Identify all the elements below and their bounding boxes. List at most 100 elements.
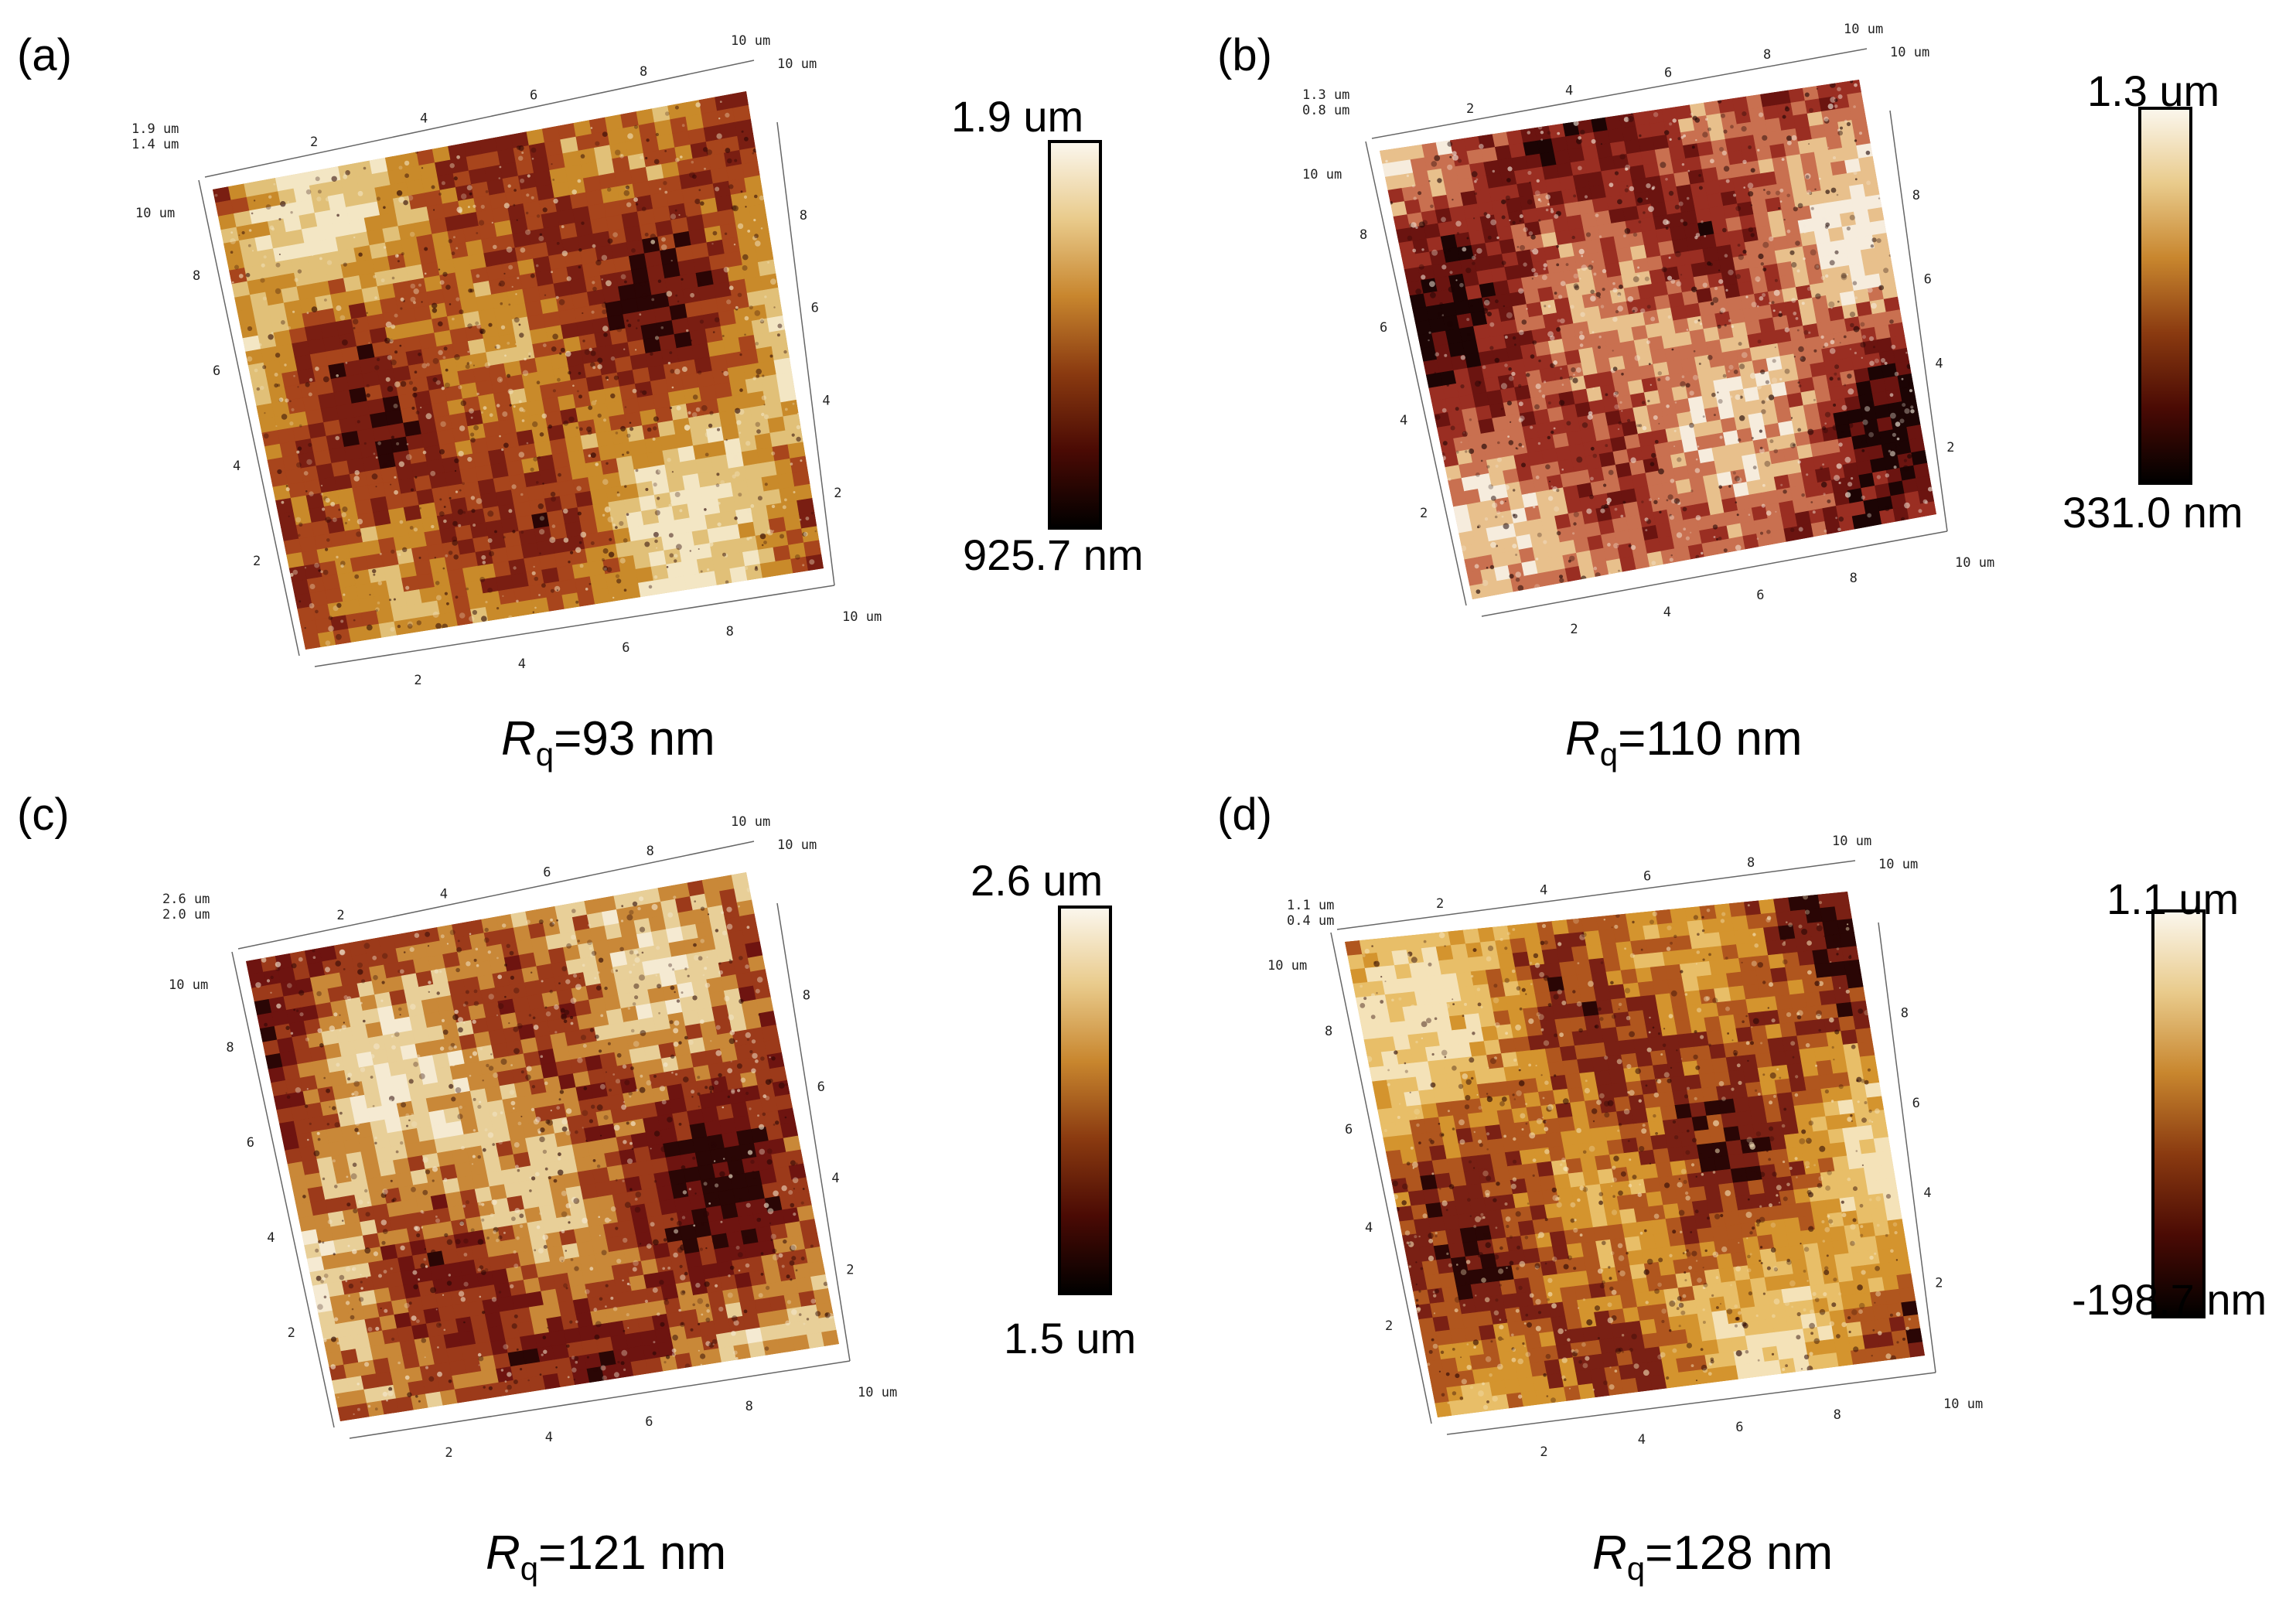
left-y-tick: 8 [193,268,200,284]
right-y-unit: 10 um [1878,857,1918,872]
left-y-tick: 2 [253,554,261,569]
back-x-tick: 8 [1747,855,1755,871]
colorbar-max-label: 1.3 um [2087,67,2220,115]
right-y-tick: 8 [800,208,807,223]
colorbar-min-label: -198.7 nm [2072,1275,2267,1324]
left-y-tick: 4 [1365,1220,1373,1236]
back-x-tick: 2 [1436,896,1444,912]
front-x-tick: 2 [445,1445,452,1461]
axis-ticks: 2 2 2 2 4 4 4 4 6 6 6 6 8 8 8 8 10 um 10 um 10 um 10 um 2.6 … [162,814,897,1461]
z-mid-label: 2.0 um [162,907,210,923]
panel-label: (d) [1217,790,1272,840]
surface-texture [246,872,839,1421]
colorbar-min-label: 925.7 nm [963,530,1144,579]
z-mid-label: 0.4 um [1287,913,1334,929]
left-y-tick: 8 [226,1040,234,1056]
surface-texture [1380,80,1936,599]
axis-frame [1330,860,1936,1435]
back-x-unit: 10 um [1832,834,1871,849]
afm-3d-surface: 2 2 2 2 4 4 4 4 6 6 6 6 8 8 8 8 10 um 10 um 10 um 10 um 1.9 … [131,33,1102,688]
z-mid-label: 1.4 um [131,137,179,152]
front-x-tick: 8 [1834,1407,1841,1423]
panel-d: (d) 2 2 2 2 4 4 4 4 6 6 6 6 8 8 8 8 10 um 10 um 10 um 10 um… [1148,790,2295,1620]
left-y-tick: 8 [1360,227,1367,243]
back-x-tick: 8 [640,64,647,80]
right-y-tick: 8 [1901,1005,1909,1021]
panel-label: (a) [17,30,72,80]
rq-value: Rq=121 nm [486,1526,727,1587]
colorbar-min-label: 331.0 nm [2062,488,2243,537]
axis-ticks: 2 2 2 2 4 4 4 4 6 6 6 6 8 8 8 8 10 um 10 um 10 um 10 um 1.1 … [1267,834,1983,1460]
back-x-tick: 8 [646,844,654,859]
right-y-tick: 2 [846,1263,854,1278]
colorbar-max-label: 1.9 um [951,92,1084,141]
front-x-unit: 10 um [858,1385,897,1400]
back-x-tick: 4 [1565,84,1573,99]
right-y-tick: 4 [831,1171,839,1186]
back-x-tick: 6 [543,865,551,881]
back-x-tick: 6 [1643,869,1651,885]
rq-value: Rq=128 nm [1592,1526,1834,1587]
right-y-unit: 10 um [1890,45,1929,60]
front-x-unit: 10 um [842,609,882,625]
colorbar [1058,905,1112,1295]
front-x-tick: 4 [518,657,526,672]
front-x-tick: 4 [1663,605,1671,620]
left-y-tick: 6 [247,1135,254,1151]
left-y-unit: 10 um [135,206,175,221]
colorbar [1048,140,1102,530]
panel-b: (b) 2 2 2 2 4 4 4 4 6 6 6 6 8 8 8 8 10 um 10 um 10 um 10 um… [1148,0,2295,810]
surface-texture [213,91,824,650]
back-x-tick: 6 [530,87,537,103]
right-y-tick: 2 [1935,1276,1943,1291]
right-y-tick: 6 [817,1079,825,1095]
front-x-unit: 10 um [1943,1397,1983,1412]
right-y-unit: 10 um [777,837,817,853]
left-y-unit: 10 um [1267,958,1307,974]
right-y-unit: 10 um [777,56,817,72]
back-x-unit: 10 um [731,814,770,830]
front-x-tick: 6 [645,1414,653,1430]
colorbar [2138,107,2192,485]
z-max-label: 2.6 um [162,892,210,907]
afm-3d-surface: 2 2 2 2 4 4 4 4 6 6 6 6 8 8 8 8 10 um 10 um 10 um 10 um 2.6 … [162,814,1112,1461]
right-y-tick: 6 [811,301,819,316]
front-x-tick: 4 [1638,1432,1646,1448]
back-x-tick: 4 [420,111,428,127]
front-x-tick: 2 [1570,622,1578,637]
panel-label: (b) [1217,30,1272,80]
front-x-tick: 6 [1735,1420,1743,1435]
front-x-tick: 8 [745,1399,753,1414]
left-y-unit: 10 um [1302,167,1342,182]
back-x-tick: 2 [1466,101,1474,117]
back-x-tick: 2 [310,135,318,150]
back-x-unit: 10 um [731,33,770,49]
right-y-tick: 6 [1924,272,1932,288]
back-x-tick: 2 [336,908,344,923]
left-y-unit: 10 um [169,977,208,993]
right-y-tick: 8 [1912,188,1920,203]
back-x-tick: 4 [440,886,448,902]
right-y-tick: 8 [803,987,810,1003]
afm-3d-surface: 2 2 2 2 4 4 4 4 6 6 6 6 8 8 8 8 10 um 10 um 10 um 10 um 1.3 … [1302,22,2192,637]
left-y-tick: 2 [1420,506,1428,521]
right-y-tick: 2 [834,486,841,501]
front-x-tick: 4 [545,1430,553,1445]
right-y-tick: 4 [822,393,830,408]
back-x-tick: 6 [1664,65,1672,80]
colorbar-max-label: 1.1 um [2107,875,2240,923]
rq-value: Rq=110 nm [1565,712,1803,772]
front-x-tick: 8 [726,624,734,639]
left-y-tick: 2 [1385,1318,1393,1334]
left-y-tick: 6 [1380,320,1387,336]
front-x-tick: 6 [622,640,629,656]
z-max-label: 1.3 um [1302,87,1349,103]
right-y-tick: 6 [1912,1096,1920,1111]
surface-texture [1345,892,1925,1417]
front-x-tick: 2 [1540,1444,1547,1460]
afm-3d-surface: 2 2 2 2 4 4 4 4 6 6 6 6 8 8 8 8 10 um 10 um 10 um 10 um 1.1 … [1267,834,2206,1460]
panel-label: (c) [17,790,70,840]
back-x-tick: 4 [1540,882,1547,898]
left-y-tick: 4 [233,459,241,474]
front-x-tick: 6 [1756,588,1764,603]
